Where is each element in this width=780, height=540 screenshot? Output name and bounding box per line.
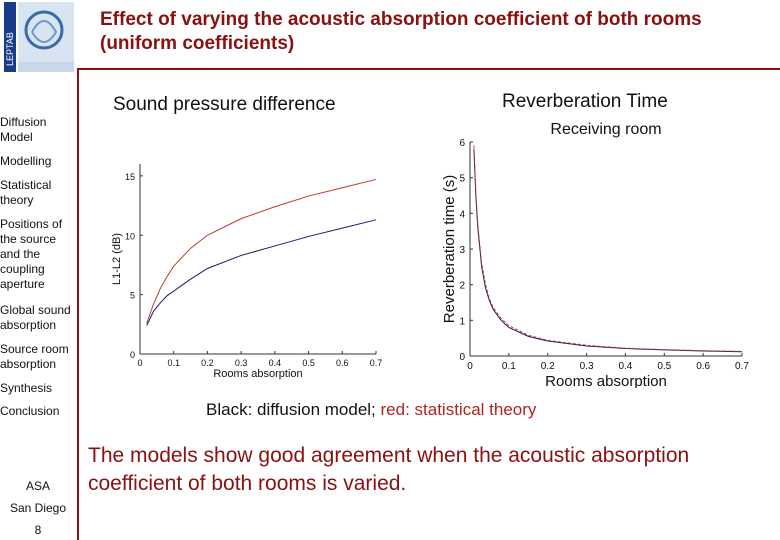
sidebar-item-synthesis[interactable]: Synthesis <box>0 381 53 395</box>
sidebar-item-global-sound-absorption[interactable]: Global sound absorption <box>0 303 76 333</box>
x-tick-label: 0.7 <box>370 358 383 368</box>
x-tick-label: 0.4 <box>618 361 632 372</box>
plot-area <box>470 142 742 356</box>
y-tick-label: 1 <box>459 316 465 327</box>
reverberation-chart: 0 0.1 0.2 0.3 0.4 0.5 0.6 0.7 0 1 2 3 4 5 6 Rooms absor… <box>441 121 749 388</box>
x-tick-label: 0.2 <box>541 361 555 372</box>
chart-title: Receiving room <box>550 121 661 138</box>
y-tick-label: 3 <box>459 245 465 256</box>
y-tick-label: 10 <box>125 231 135 241</box>
plot-area <box>140 164 376 354</box>
x-axis-label: Rooms absorption <box>213 368 302 380</box>
sidebar-item-positions[interactable]: Positions of the source and the coupling… <box>0 217 63 291</box>
left-panel-title: Sound pressure difference <box>113 94 336 115</box>
sidebar-item-source-room-absorption[interactable]: Source room absorption <box>0 342 69 371</box>
page-title: Effect of varying the acoustic absorptio… <box>100 9 702 54</box>
y-tick-label: 2 <box>459 281 465 292</box>
series-line-1 <box>473 145 743 352</box>
x-tick-label: 0.1 <box>167 358 180 368</box>
sidebar-item-statistical-theory[interactable]: Statistical theory <box>0 178 52 207</box>
x-tick-label: 0.5 <box>657 361 671 372</box>
series-line-1 <box>146 178 377 324</box>
x-tick-label: 0.6 <box>696 361 710 372</box>
x-tick-label: 0.3 <box>580 361 594 372</box>
y-tick-label: 0 <box>459 352 465 363</box>
x-tick-label: 0.3 <box>235 358 248 368</box>
university-logo-icon: LEPTAB <box>4 2 74 72</box>
sidebar-item-conclusion[interactable]: Conclusion <box>0 404 60 418</box>
title-divider <box>78 68 780 70</box>
caption-red: red: statistical theory <box>380 400 537 419</box>
x-tick-label: 0.4 <box>269 358 282 368</box>
x-axis-label: Rooms absorption <box>545 373 667 388</box>
conclusion-text: The models show good agreement when the … <box>88 444 690 495</box>
sidebar-item-diffusion-model[interactable]: Diffusion Model <box>0 115 47 144</box>
x-tick-label: 0 <box>467 361 473 372</box>
series-line-0 <box>146 219 377 326</box>
x-tick-label: 0.1 <box>502 361 516 372</box>
y-tick-label: 0 <box>130 350 135 360</box>
y-axis-label: L1-L2 (dB) <box>111 233 123 285</box>
x-tick-label: 0.6 <box>336 358 349 368</box>
x-tick-label: 0.7 <box>735 361 749 372</box>
y-tick-label: 4 <box>459 209 465 220</box>
footer-conference: ASA <box>25 479 50 493</box>
x-tick-label: 0.2 <box>201 358 214 368</box>
x-tick-label: 0.5 <box>302 358 315 368</box>
legend-caption: Black: diffusion model; red: statistical… <box>206 400 536 420</box>
sidebar-divider <box>77 68 79 540</box>
logo-text: LEPTAB <box>5 32 15 66</box>
y-axis-label: Reverberation time (s) <box>441 175 458 323</box>
right-panel-title: Reverberation Time <box>502 91 668 112</box>
y-tick-label: 15 <box>125 172 135 182</box>
footer-location: San Diego <box>9 501 67 515</box>
sound-pressure-chart: 0 0.1 0.2 0.3 0.4 0.5 0.6 0.7 0 5 10 15 Rooms absorp… <box>111 164 383 380</box>
sidebar-item-modelling[interactable]: Modelling <box>0 154 52 168</box>
y-tick-label: 5 <box>459 174 465 185</box>
caption-black: Black: diffusion model; <box>206 400 381 419</box>
x-tick-label: 0 <box>137 358 142 368</box>
y-tick-label: 5 <box>130 291 135 301</box>
y-tick-label: 6 <box>459 138 465 149</box>
page-number: 8 <box>34 523 42 537</box>
